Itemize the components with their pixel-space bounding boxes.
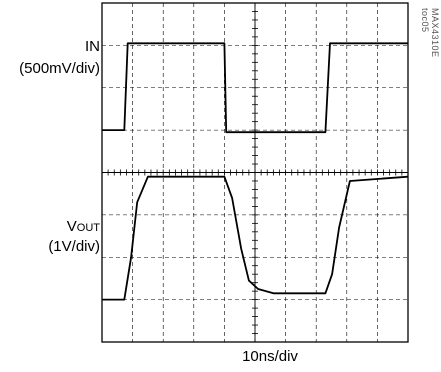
time-scale-label: 10ns/div	[242, 348, 298, 365]
vout-trace	[102, 175, 409, 301]
in-channel-label: IN	[85, 38, 100, 55]
vout-channel-label: VOUT	[40, 218, 100, 237]
vout-label-main: V	[66, 218, 77, 235]
vout-scale-label: (1V/div)	[48, 238, 100, 255]
vout-label-sub: OUT	[76, 222, 100, 234]
in-scale-label: (500mV/div)	[19, 60, 100, 77]
in-trace	[102, 42, 408, 134]
figure-code: MAX4310E toc05	[420, 8, 440, 58]
traces	[102, 42, 409, 301]
grid	[101, 2, 409, 343]
plot-frame	[101, 2, 409, 343]
